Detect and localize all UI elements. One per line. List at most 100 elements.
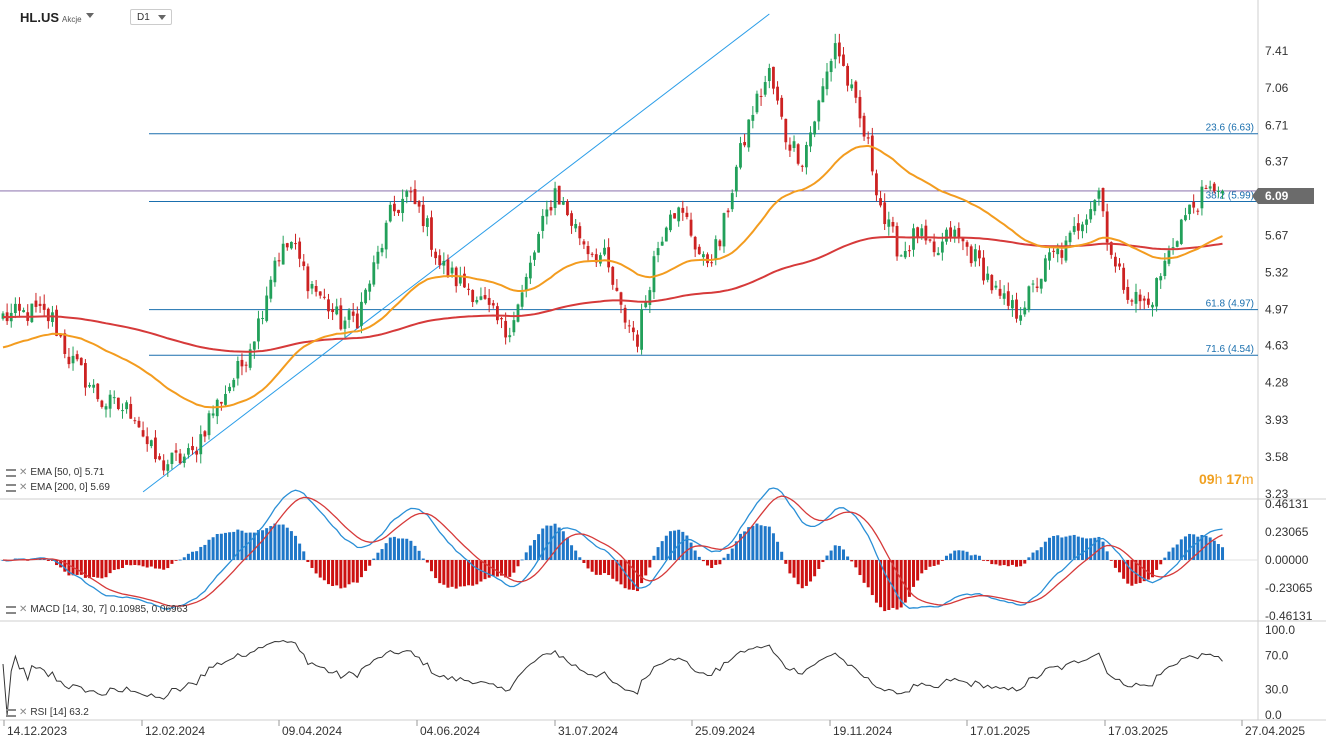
- macd-histogram-bar: [1039, 547, 1043, 560]
- candle: [269, 276, 273, 303]
- candle: [1006, 282, 1010, 311]
- candle-body: [327, 299, 330, 312]
- macd-histogram-bar: [537, 534, 541, 560]
- candle: [590, 252, 594, 258]
- candle-body: [866, 137, 870, 139]
- candle: [924, 219, 928, 245]
- candle-body: [1122, 267, 1126, 290]
- macd-histogram-bar: [949, 553, 953, 560]
- candle-body: [854, 81, 858, 98]
- macd-histogram-bar: [553, 523, 557, 560]
- menu-icon[interactable]: [6, 483, 16, 492]
- candle: [895, 222, 899, 261]
- candle-body: [483, 295, 487, 299]
- macd-legend-text: MACD [14, 30, 7] 0.10985, 0.06963: [30, 604, 188, 615]
- candle: [607, 238, 611, 273]
- rsi-tick-label: 30.0: [1265, 683, 1289, 697]
- candle-body: [920, 228, 924, 236]
- macd-histogram-bar: [364, 560, 368, 571]
- candle: [236, 356, 240, 386]
- macd-histogram-bar: [1035, 550, 1039, 560]
- candle-body: [924, 225, 928, 241]
- macd-histogram-bar: [318, 560, 322, 578]
- symbol-selector[interactable]: HL.US Akcje: [20, 10, 82, 25]
- candle-body: [178, 453, 182, 464]
- macd-histogram-bar: [520, 559, 524, 561]
- candle-body: [582, 241, 586, 245]
- candle-body: [335, 306, 339, 315]
- macd-histogram-bar: [994, 560, 998, 565]
- symbol-name: HL.US: [20, 10, 59, 25]
- macd-histogram-bar: [219, 533, 223, 560]
- macd-histogram-bar: [1171, 547, 1175, 560]
- candle: [203, 430, 207, 443]
- candle: [413, 180, 417, 205]
- close-icon[interactable]: ✕: [19, 604, 28, 615]
- candle-body: [1196, 210, 1200, 212]
- close-icon[interactable]: ✕: [19, 467, 28, 478]
- candle: [438, 249, 442, 269]
- candle-body: [1011, 300, 1014, 309]
- macd-histogram-bar: [603, 560, 607, 574]
- price-tick-label: 6.37: [1265, 154, 1289, 168]
- macd-histogram-bar: [870, 560, 874, 596]
- candle: [660, 236, 664, 246]
- close-icon[interactable]: ✕: [19, 707, 28, 718]
- date-tick-label: 27.04.2025: [1245, 724, 1305, 738]
- candle-body: [1015, 299, 1018, 319]
- macd-histogram-bar: [182, 557, 186, 560]
- ema-lines: [2, 144, 1223, 409]
- candle: [1142, 295, 1146, 310]
- candle-body: [42, 303, 46, 310]
- macd-histogram-bar: [1043, 541, 1047, 560]
- candle: [1171, 238, 1175, 255]
- candle-body: [825, 71, 829, 90]
- candle: [475, 296, 479, 305]
- macd-histogram-bar: [932, 560, 936, 566]
- candle: [969, 244, 973, 267]
- candle-body: [1006, 291, 1010, 306]
- candle: [528, 255, 532, 285]
- candle-body: [298, 241, 302, 259]
- macd-histogram-bar: [916, 560, 920, 581]
- candle-body: [141, 430, 145, 437]
- macd-histogram-bar: [186, 553, 190, 560]
- candle: [912, 223, 915, 257]
- candle-body: [887, 219, 891, 227]
- candle: [669, 210, 672, 233]
- macd-histogram-bar: [265, 528, 269, 560]
- timeframe-value: D1: [137, 12, 150, 23]
- candle-body: [508, 335, 512, 338]
- macd-histogram-bar: [990, 560, 994, 565]
- candle: [141, 421, 145, 438]
- menu-icon[interactable]: [6, 708, 16, 717]
- candle: [434, 248, 437, 265]
- macd-histogram-bar: [454, 560, 458, 589]
- macd-histogram-bar: [429, 560, 433, 572]
- candle: [648, 286, 652, 314]
- candle-body: [1200, 186, 1204, 209]
- macd-histogram-bar: [1196, 536, 1200, 560]
- candle: [805, 141, 808, 175]
- candle-body: [862, 115, 866, 137]
- candle: [491, 300, 495, 309]
- chevron-down-icon[interactable]: [86, 13, 94, 18]
- close-icon[interactable]: ✕: [19, 482, 28, 493]
- timeframe-select[interactable]: D1: [130, 9, 172, 25]
- candle-body: [322, 296, 326, 298]
- candle-body: [240, 359, 244, 367]
- candle: [763, 75, 767, 97]
- candle: [854, 80, 858, 104]
- macd-histogram-bar: [623, 560, 627, 589]
- date-tick-label: 17.01.2025: [970, 724, 1030, 738]
- candle: [285, 242, 289, 251]
- menu-icon[interactable]: [6, 605, 16, 614]
- chart-toolbar: HL.US Akcje D1: [0, 0, 1326, 32]
- menu-icon[interactable]: [6, 468, 16, 477]
- candle-body: [1048, 252, 1051, 261]
- candle: [908, 245, 911, 257]
- candle-body: [219, 401, 223, 404]
- candle: [636, 330, 639, 353]
- chevron-down-icon: [158, 15, 166, 20]
